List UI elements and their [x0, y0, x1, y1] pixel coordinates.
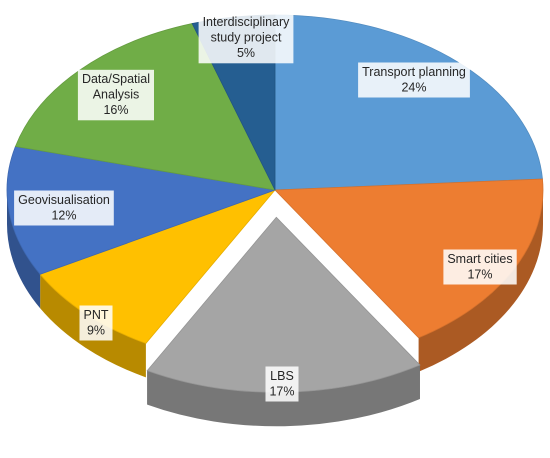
data-label-box — [358, 62, 470, 98]
data-label-box — [265, 366, 299, 402]
data-label-percent: 16% — [103, 103, 128, 117]
data-label-percent: 17% — [467, 267, 492, 281]
data-label-percent: 12% — [51, 208, 76, 222]
data-label-box — [198, 12, 294, 64]
data-label-box — [443, 249, 517, 285]
data-label-category: Transport planning — [362, 65, 466, 79]
slice-side-5 — [6, 190, 41, 309]
pie-slice-1 — [274, 14, 543, 191]
data-label-box — [14, 190, 114, 226]
data-label-percent: 17% — [269, 384, 294, 398]
data-label-category: study project — [211, 31, 282, 45]
data-label-percent: 9% — [87, 323, 105, 337]
data-label-category: Geovisualisation — [18, 193, 110, 207]
data-label-box — [77, 69, 154, 121]
slice-side-2 — [418, 190, 543, 372]
data-label-percent: 24% — [401, 80, 426, 94]
data-label-category: LBS — [270, 369, 294, 383]
data-label-category: Smart cities — [447, 252, 512, 266]
pie-slice-5 — [6, 146, 277, 275]
data-label-category: Data/Spatial — [82, 72, 150, 86]
data-label-box — [79, 305, 113, 341]
data-label-category: Interdisciplinary — [203, 15, 291, 29]
data-label-percent: 5% — [237, 46, 255, 60]
data-label-category: PNT — [84, 308, 109, 322]
data-label-category: Analysis — [93, 88, 140, 102]
